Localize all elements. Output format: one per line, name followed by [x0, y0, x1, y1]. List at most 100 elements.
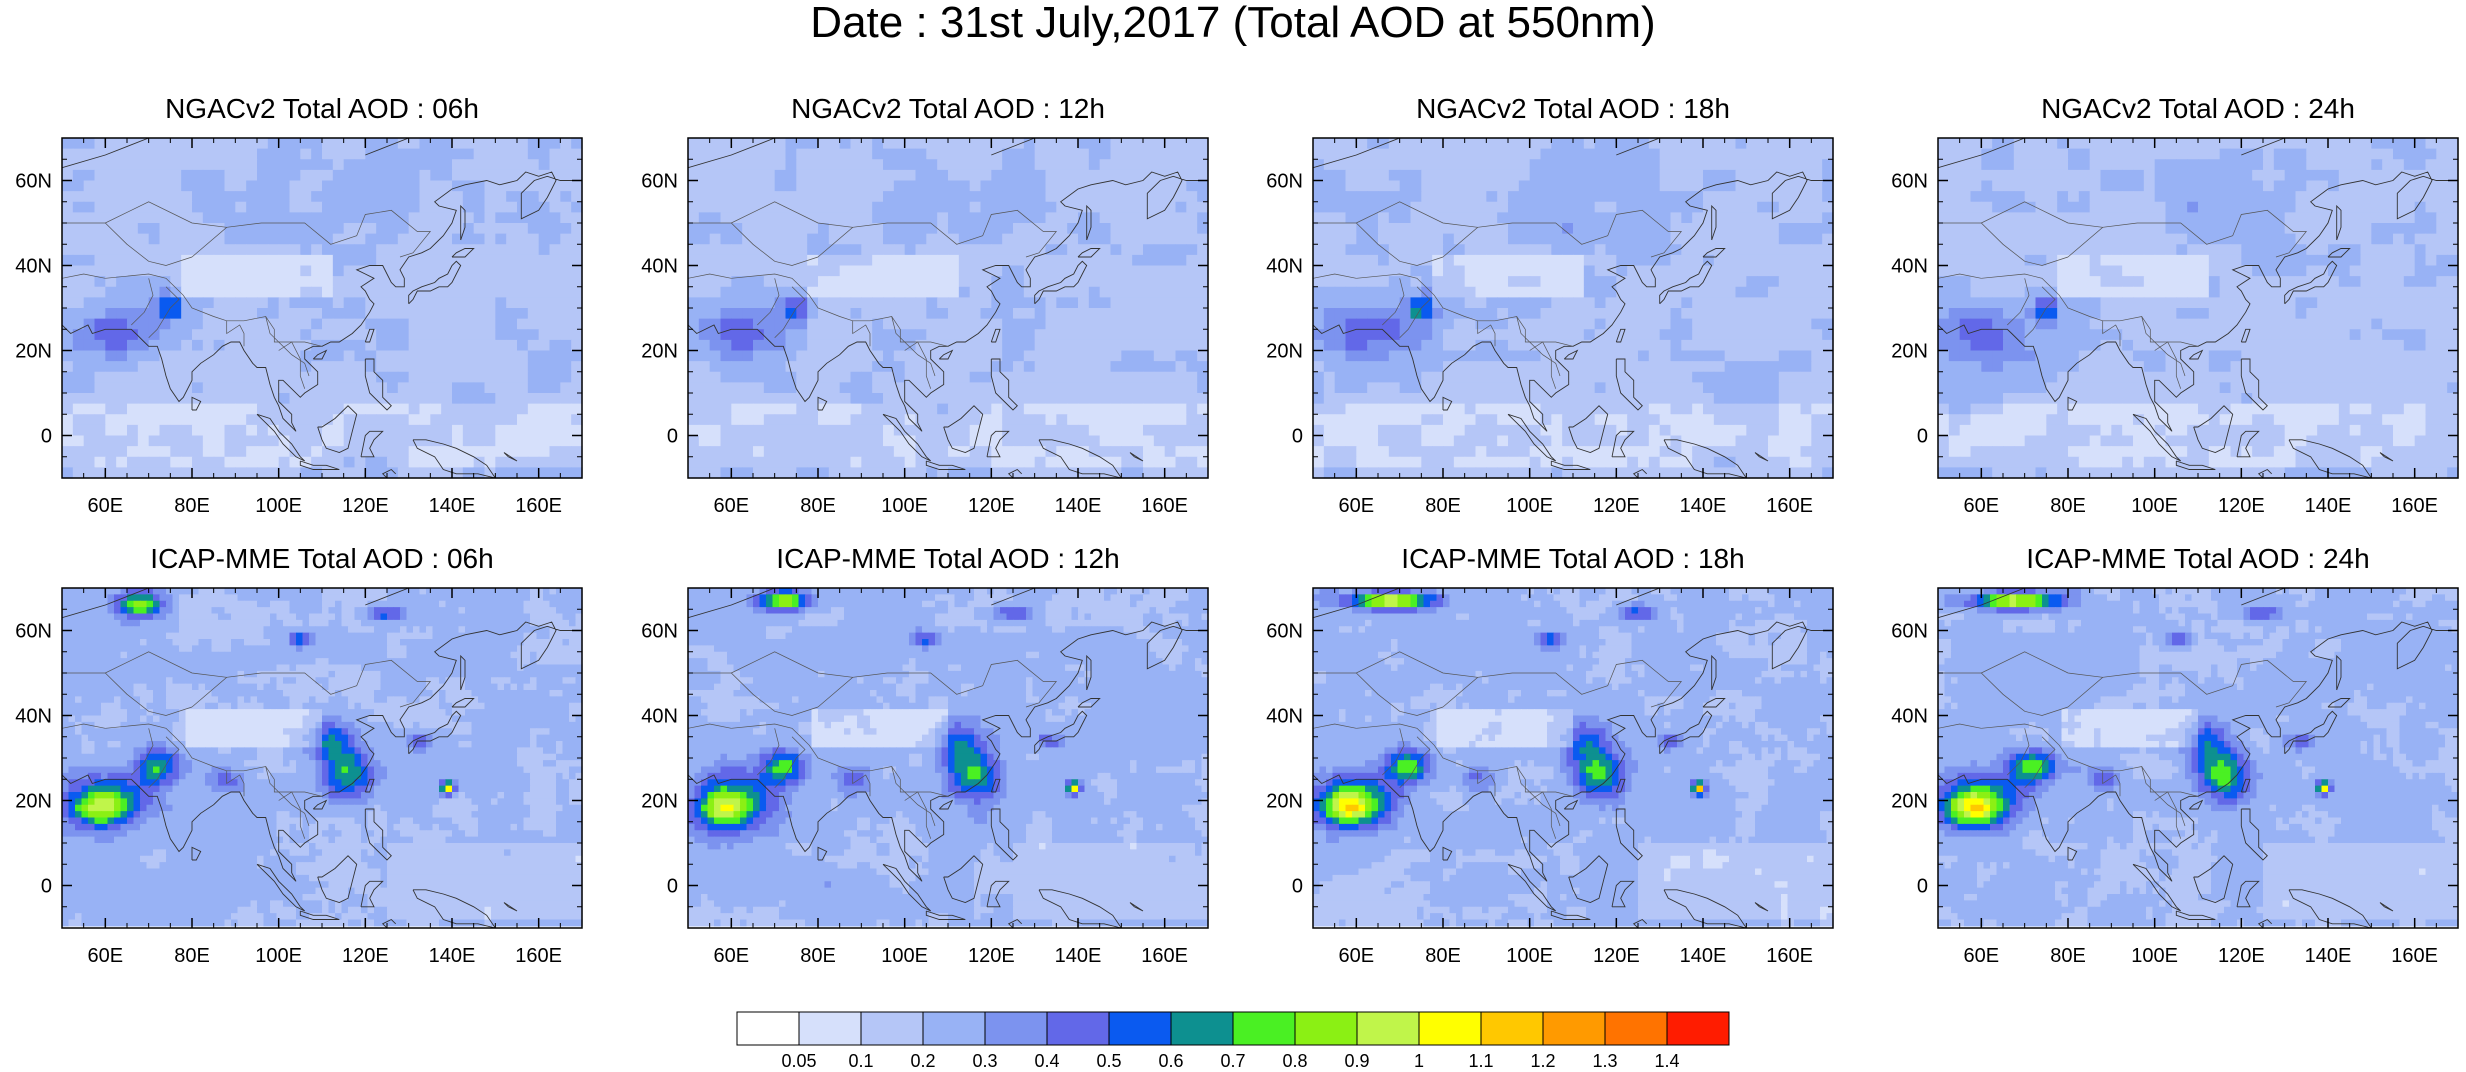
- aod-cell: [786, 170, 797, 181]
- aod-cell: [73, 457, 84, 468]
- aod-cell: [1356, 446, 1367, 457]
- aod-cell: [1346, 244, 1357, 255]
- aod-cell: [1703, 329, 1714, 340]
- aod-cell: [1638, 393, 1649, 404]
- aod-cell: [1067, 351, 1078, 362]
- aod-cell: [1541, 287, 1552, 298]
- aod-cell: [365, 287, 376, 298]
- aod-cell: [1638, 361, 1649, 372]
- aod-cell: [73, 170, 84, 181]
- aod-cell: [344, 340, 355, 351]
- aod-cell: [1454, 436, 1465, 447]
- aod-cell: [1002, 414, 1013, 425]
- aod-cell: [1714, 297, 1725, 308]
- aod-cell: [1035, 191, 1046, 202]
- aod-cell: [1530, 223, 1541, 234]
- aod-cell: [1660, 138, 1671, 149]
- aod-cell: [872, 212, 883, 223]
- aod-cell: [1595, 393, 1606, 404]
- aod-cell: [1046, 382, 1057, 393]
- aod-cell: [1714, 308, 1725, 319]
- aod-cell: [796, 223, 807, 234]
- aod-cell: [1822, 351, 1833, 362]
- aod-cell: [1367, 287, 1378, 298]
- aod-cell: [1035, 308, 1046, 319]
- aod-cell: [1100, 414, 1111, 425]
- aod-cell: [883, 223, 894, 234]
- aod-cell: [937, 138, 948, 149]
- aod-cell: [365, 276, 376, 287]
- aod-cell: [1486, 446, 1497, 457]
- aod-cell: [138, 372, 149, 383]
- aod-cell: [1143, 467, 1154, 478]
- aod-cell: [311, 234, 322, 245]
- aod-cell: [1121, 149, 1132, 160]
- aod-cell: [688, 287, 699, 298]
- aod-cell: [1078, 287, 1089, 298]
- aod-cell: [1638, 467, 1649, 478]
- aod-cell: [409, 351, 420, 362]
- aod-cell: [1002, 138, 1013, 149]
- aod-cell: [1790, 372, 1801, 383]
- aod-cell: [905, 404, 916, 415]
- aod-cell: [851, 467, 862, 478]
- aod-cell: [948, 329, 959, 340]
- aod-cell: [1313, 297, 1324, 308]
- aod-cell: [235, 191, 246, 202]
- aod-cell: [1486, 276, 1497, 287]
- aod-cell: [742, 329, 753, 340]
- aod-cell: [1100, 159, 1111, 170]
- aod-cell: [905, 457, 916, 468]
- aod-cell: [1584, 255, 1595, 266]
- aod-cell: [539, 297, 550, 308]
- aod-cell: [463, 308, 474, 319]
- aod-cell: [550, 276, 561, 287]
- aod-cell: [420, 138, 431, 149]
- aod-cell: [1801, 457, 1812, 468]
- aod-cell: [1703, 287, 1714, 298]
- aod-cell: [1132, 467, 1143, 478]
- aod-cell: [786, 404, 797, 415]
- aod-cell: [753, 404, 764, 415]
- aod-cell: [84, 138, 95, 149]
- aod-cell: [1067, 425, 1078, 436]
- aod-cell: [1638, 436, 1649, 447]
- aod-cell: [1165, 181, 1176, 192]
- aod-cell: [1551, 404, 1562, 415]
- aod-cell: [1165, 425, 1176, 436]
- aod-cell: [214, 319, 225, 330]
- aod-cell: [1035, 361, 1046, 372]
- aod-cell: [1154, 234, 1165, 245]
- aod-cell: [311, 266, 322, 277]
- aod-cell: [1176, 266, 1187, 277]
- aod-cell: [268, 467, 279, 478]
- aod-cell: [225, 223, 236, 234]
- aod-cell: [688, 319, 699, 330]
- aod-cell: [387, 266, 398, 277]
- aod-cell: [753, 138, 764, 149]
- aod-cell: [322, 425, 333, 436]
- lon-tick-label: 140E: [1055, 495, 1102, 517]
- aod-cell: [1367, 319, 1378, 330]
- aod-cell: [721, 414, 732, 425]
- aod-cell: [181, 255, 192, 266]
- aod-cell: [246, 382, 257, 393]
- aod-cell: [753, 414, 764, 425]
- aod-cell: [517, 457, 528, 468]
- aod-cell: [981, 234, 992, 245]
- aod-cell: [786, 223, 797, 234]
- aod-cell: [1313, 138, 1324, 149]
- aod-cell: [235, 372, 246, 383]
- aod-cell: [192, 202, 203, 213]
- aod-cell: [398, 351, 409, 362]
- aod-cell: [905, 266, 916, 277]
- aod-cell: [290, 202, 301, 213]
- aod-cell: [1400, 159, 1411, 170]
- aod-cell: [279, 223, 290, 234]
- aod-cell: [829, 319, 840, 330]
- aod-cell: [1046, 425, 1057, 436]
- aod-cell: [1486, 425, 1497, 436]
- aod-cell: [290, 372, 301, 383]
- aod-cell: [1421, 467, 1432, 478]
- aod-cell: [1660, 425, 1671, 436]
